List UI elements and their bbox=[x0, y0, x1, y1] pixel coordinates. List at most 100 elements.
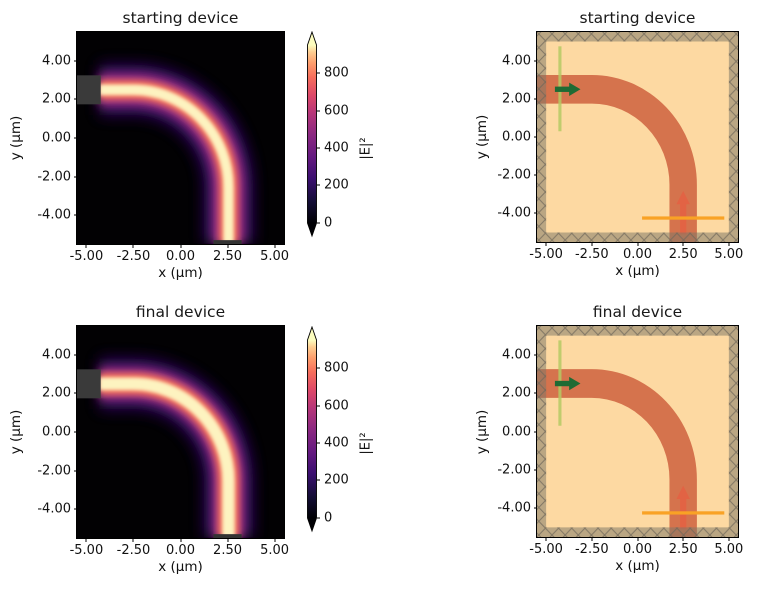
colorbar-tick-label: 200 bbox=[324, 177, 349, 193]
colorbar-top-ticks: 800 600 400 200 0 |E|² bbox=[306, 45, 376, 230]
y-tick-mark bbox=[533, 354, 537, 356]
y-tick-mark bbox=[533, 212, 537, 214]
x-tick-mark bbox=[545, 242, 547, 246]
y-tick-mark bbox=[73, 470, 77, 472]
mode-monitor-line bbox=[642, 511, 725, 515]
x-tick-mark bbox=[227, 244, 229, 248]
x-axis-label: x (μm) bbox=[158, 559, 203, 575]
y-tick-mark bbox=[533, 392, 537, 394]
y-tick-label: -2.00 bbox=[37, 169, 71, 185]
colorbar-gradient-bar bbox=[307, 30, 317, 238]
x-tick-label: 5.00 bbox=[260, 249, 290, 264]
plot-field-starting: starting device -5.00 -2.50 0.00 2.50 5.… bbox=[8, 10, 289, 282]
colorbar-tick-label: 200 bbox=[324, 472, 349, 488]
plot-title: final device bbox=[592, 303, 683, 321]
colorbar-tick-label: 0 bbox=[324, 510, 333, 526]
y-tick-label: 0.00 bbox=[502, 424, 531, 439]
x-tick-label: 0.00 bbox=[623, 542, 652, 557]
x-tick-mark bbox=[728, 242, 730, 246]
x-tick-label: -2.50 bbox=[116, 543, 151, 558]
colorbar-tick-label: 400 bbox=[324, 140, 349, 156]
y-tick-label: 4.00 bbox=[502, 53, 531, 69]
x-tick-mark bbox=[85, 244, 87, 248]
y-tick-label: -4.00 bbox=[497, 500, 531, 516]
colorbar-tick-label: 800 bbox=[324, 65, 349, 81]
colorbar-tick-mark bbox=[316, 222, 320, 224]
y-tick-mark bbox=[533, 469, 537, 471]
plot-field-final: final device -5.00 -2.50 0.00 2.50 5.00 … bbox=[8, 304, 289, 576]
y-tick-label: 0.00 bbox=[502, 129, 531, 145]
colorbar-tick-mark bbox=[316, 517, 320, 519]
source-direction-arrow bbox=[554, 82, 581, 96]
x-tick-label: -5.00 bbox=[529, 247, 563, 262]
y-tick-mark bbox=[533, 60, 537, 62]
colorbar-axis-label: |E|² bbox=[358, 432, 374, 455]
x-tick-mark bbox=[85, 538, 87, 542]
colorbar-tick-mark bbox=[316, 147, 320, 149]
y-tick-label: 0.00 bbox=[42, 424, 71, 440]
plot-title: final device bbox=[135, 303, 226, 321]
plot-layout-final: final device -5.00 -2.50 0.00 2.50 5.00 … bbox=[474, 304, 743, 575]
y-tick-mark bbox=[533, 507, 537, 509]
colorbar-tick-mark bbox=[316, 72, 320, 74]
simulation-background bbox=[537, 326, 738, 537]
x-tick-label: 0.00 bbox=[166, 249, 195, 264]
waveguide-bend-structure bbox=[537, 74, 697, 242]
mode-source-region bbox=[77, 75, 101, 105]
colorbar-tick-mark bbox=[316, 110, 320, 112]
x-tick-mark bbox=[132, 244, 134, 248]
colorbar-bottom-ticks: 800 600 400 200 0 |E|² bbox=[306, 340, 376, 525]
x-tick-mark bbox=[682, 242, 684, 246]
y-tick-label: -4.00 bbox=[37, 207, 71, 223]
monitor-structure-strip bbox=[213, 240, 242, 244]
colorbar-tick-mark bbox=[316, 367, 320, 369]
x-tick-label: -5.00 bbox=[529, 542, 563, 557]
field-intensity-band bbox=[99, 64, 253, 244]
mode-source-region bbox=[77, 369, 101, 399]
y-axis-label: y (μm) bbox=[8, 409, 24, 455]
y-tick-label: -2.00 bbox=[497, 167, 531, 183]
y-tick-mark bbox=[73, 60, 77, 62]
colorbar-tick-label: 400 bbox=[324, 435, 349, 451]
y-tick-label: 4.00 bbox=[42, 53, 71, 69]
y-axis-label: y (μm) bbox=[8, 115, 24, 161]
x-tick-mark bbox=[637, 242, 638, 246]
y-tick-label: -2.00 bbox=[497, 462, 531, 478]
x-tick-label: 0.00 bbox=[623, 247, 652, 262]
x-tick-mark bbox=[591, 242, 593, 246]
x-axis-label: x (μm) bbox=[158, 265, 203, 281]
monitor-structure-strip bbox=[213, 534, 242, 538]
x-tick-mark bbox=[591, 537, 593, 541]
y-tick-mark bbox=[73, 176, 77, 178]
x-tick-mark bbox=[637, 537, 638, 541]
colorbar-tick-mark bbox=[316, 479, 320, 481]
plot-title: starting device bbox=[122, 9, 239, 27]
y-axis-label: y (μm) bbox=[474, 114, 490, 160]
x-tick-label: -2.50 bbox=[574, 542, 609, 557]
x-tick-label: 5.00 bbox=[714, 247, 744, 262]
x-tick-mark bbox=[180, 538, 181, 542]
x-axis-label: x (μm) bbox=[615, 263, 660, 279]
colorbar-tick-label: 600 bbox=[324, 398, 349, 414]
x-tick-label: 5.00 bbox=[260, 543, 290, 558]
y-tick-mark bbox=[73, 354, 77, 356]
y-tick-mark bbox=[533, 431, 537, 432]
colorbar-tick-label: 800 bbox=[324, 360, 349, 376]
x-tick-label: 2.50 bbox=[213, 249, 243, 264]
x-tick-label: 0.00 bbox=[166, 543, 195, 558]
colorbar-tick-mark bbox=[316, 442, 320, 444]
y-tick-mark bbox=[73, 431, 77, 433]
y-tick-mark bbox=[73, 392, 77, 394]
mode-monitor-line bbox=[642, 216, 725, 220]
x-tick-label: 2.50 bbox=[213, 543, 243, 558]
y-tick-mark bbox=[533, 174, 537, 176]
y-axis-label: y (μm) bbox=[474, 409, 490, 454]
colorbar-tick-mark bbox=[316, 184, 320, 186]
x-tick-label: -2.50 bbox=[574, 247, 609, 262]
x-tick-label: -5.00 bbox=[69, 249, 104, 264]
colorbar-axis-label: |E|² bbox=[358, 137, 374, 160]
y-tick-label: 2.00 bbox=[502, 385, 531, 401]
x-tick-mark bbox=[728, 537, 730, 541]
x-tick-mark bbox=[682, 537, 684, 541]
waveguide-bend-structure bbox=[537, 369, 697, 537]
